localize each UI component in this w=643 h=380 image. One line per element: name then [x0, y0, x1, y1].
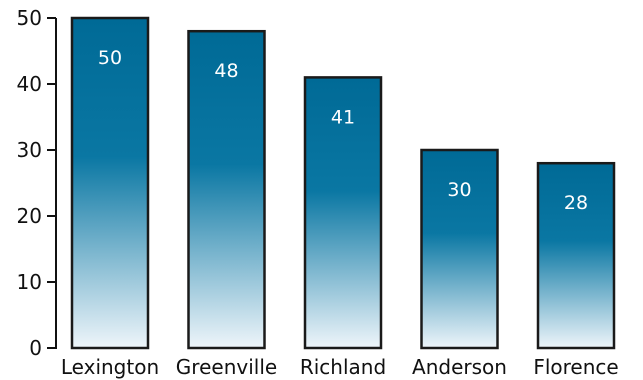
y-axis: 0 10 20 30 40 50 [17, 6, 57, 360]
bar-lexington [70, 16, 150, 350]
y-tick-label-20: 20 [17, 204, 42, 228]
bar-anderson [420, 148, 499, 350]
data-label-greenville: 48 [214, 60, 238, 82]
bars-layer [70, 16, 616, 350]
bar-florence [536, 161, 616, 350]
data-label-florence: 28 [564, 192, 588, 214]
x-tick-label-florence: Florence [533, 355, 618, 379]
y-tick-label-10: 10 [17, 270, 42, 294]
y-tick-label-40: 40 [17, 72, 42, 96]
data-label-lexington: 50 [98, 47, 122, 69]
value-labels-layer: 50 48 41 30 28 [98, 47, 588, 214]
data-label-anderson: 30 [447, 179, 471, 201]
x-tick-label-richland: Richland [300, 355, 386, 379]
y-tick-label-0: 0 [29, 336, 42, 360]
y-tick-label-50: 50 [17, 6, 42, 30]
y-tick-label-30: 30 [17, 138, 42, 162]
data-label-richland: 41 [331, 106, 355, 128]
bar-richland [303, 76, 383, 350]
bar-greenville [187, 29, 266, 350]
x-axis-labels: Lexington Greenville Richland Anderson Flore… [61, 355, 619, 379]
x-tick-label-anderson: Anderson [412, 355, 507, 379]
x-tick-label-greenville: Greenville [176, 355, 277, 379]
x-tick-label-lexington: Lexington [61, 355, 159, 379]
